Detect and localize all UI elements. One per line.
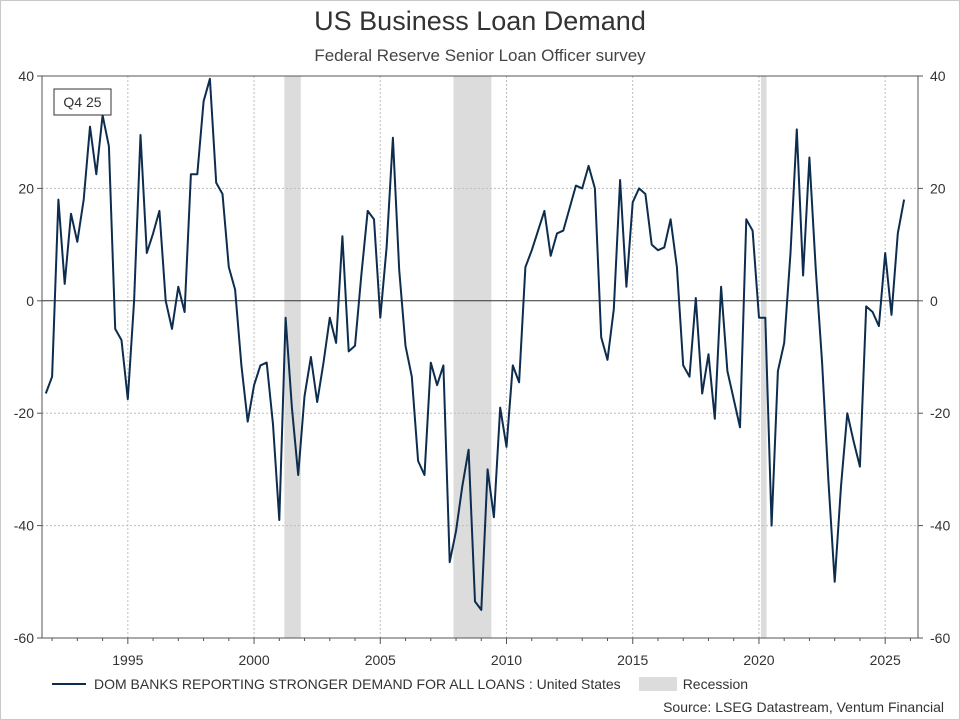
legend-recession-label: Recession [682,676,749,692]
annotation-box: Q4 25 [53,88,112,116]
chart-title: US Business Loan Demand [314,6,646,36]
plot-area-border [41,75,919,639]
y-tick-label-left-20: 20 [18,180,34,196]
y-tick-label-right--60: -60 [930,630,950,646]
legend: DOM BANKS REPORTING STRONGER DEMAND FOR … [52,676,748,692]
x-tick-label-2000: 2000 [238,652,269,668]
y-tick-label-right--40: -40 [930,518,950,534]
legend-series-label: DOM BANKS REPORTING STRONGER DEMAND FOR … [94,676,621,692]
y-tick-label-left-0: 0 [26,293,34,309]
legend-line-swatch [52,683,86,685]
recession-band-0 [284,76,301,638]
annotation-rect [53,88,112,116]
gridlines [42,75,918,638]
x-tick-label-2005: 2005 [365,652,396,668]
recession-shading-layer [284,76,767,638]
series-line-loan-demand [44,77,906,611]
y-tick-label-right-20: 20 [930,180,946,196]
chart-subtitle: Federal Reserve Senior Loan Officer surv… [314,46,646,65]
y-tick-label-right-0: 0 [930,293,938,309]
legend-recession-swatch [638,677,677,691]
recession-band-2 [760,76,767,638]
x-tick-label-2020: 2020 [743,652,774,668]
y-tick-label-left-40: 40 [18,68,34,84]
y-tick-label-left--40: -40 [14,518,34,534]
x-tick-label-2010: 2010 [491,652,522,668]
annotation-label: Q4 25 [63,94,101,110]
y-tick-label-right--20: -20 [930,405,950,421]
x-tick-label-1995: 1995 [112,652,143,668]
y-tick-label-left--20: -20 [14,405,34,421]
source-note: Source: LSEG Datastream, Ventum Financia… [663,699,944,715]
y-tick-label-right-40: 40 [930,68,946,84]
x-tick-label-2015: 2015 [617,652,648,668]
x-tick-label-2025: 2025 [870,652,901,668]
y-tick-label-left--60: -60 [14,630,34,646]
